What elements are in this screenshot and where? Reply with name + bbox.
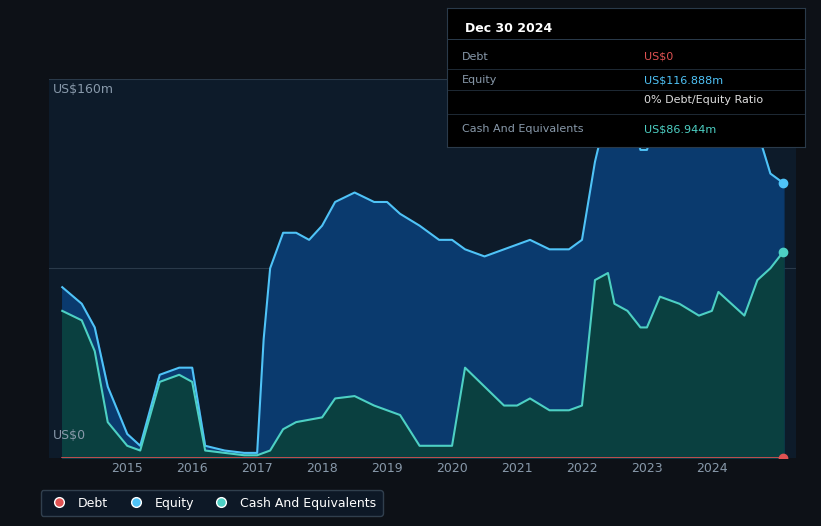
Text: US$86.944m: US$86.944m (644, 124, 716, 134)
Text: US$116.888m: US$116.888m (644, 75, 723, 85)
Text: Cash And Equivalents: Cash And Equivalents (461, 124, 583, 134)
Text: US$0: US$0 (53, 429, 86, 442)
Text: Dec 30 2024: Dec 30 2024 (466, 22, 553, 35)
Legend: Debt, Equity, Cash And Equivalents: Debt, Equity, Cash And Equivalents (40, 490, 383, 516)
Text: US$160m: US$160m (53, 83, 114, 96)
Text: Equity: Equity (461, 75, 497, 85)
Text: Debt: Debt (461, 52, 488, 62)
Text: 0% Debt/Equity Ratio: 0% Debt/Equity Ratio (644, 95, 763, 105)
Text: US$0: US$0 (644, 52, 673, 62)
